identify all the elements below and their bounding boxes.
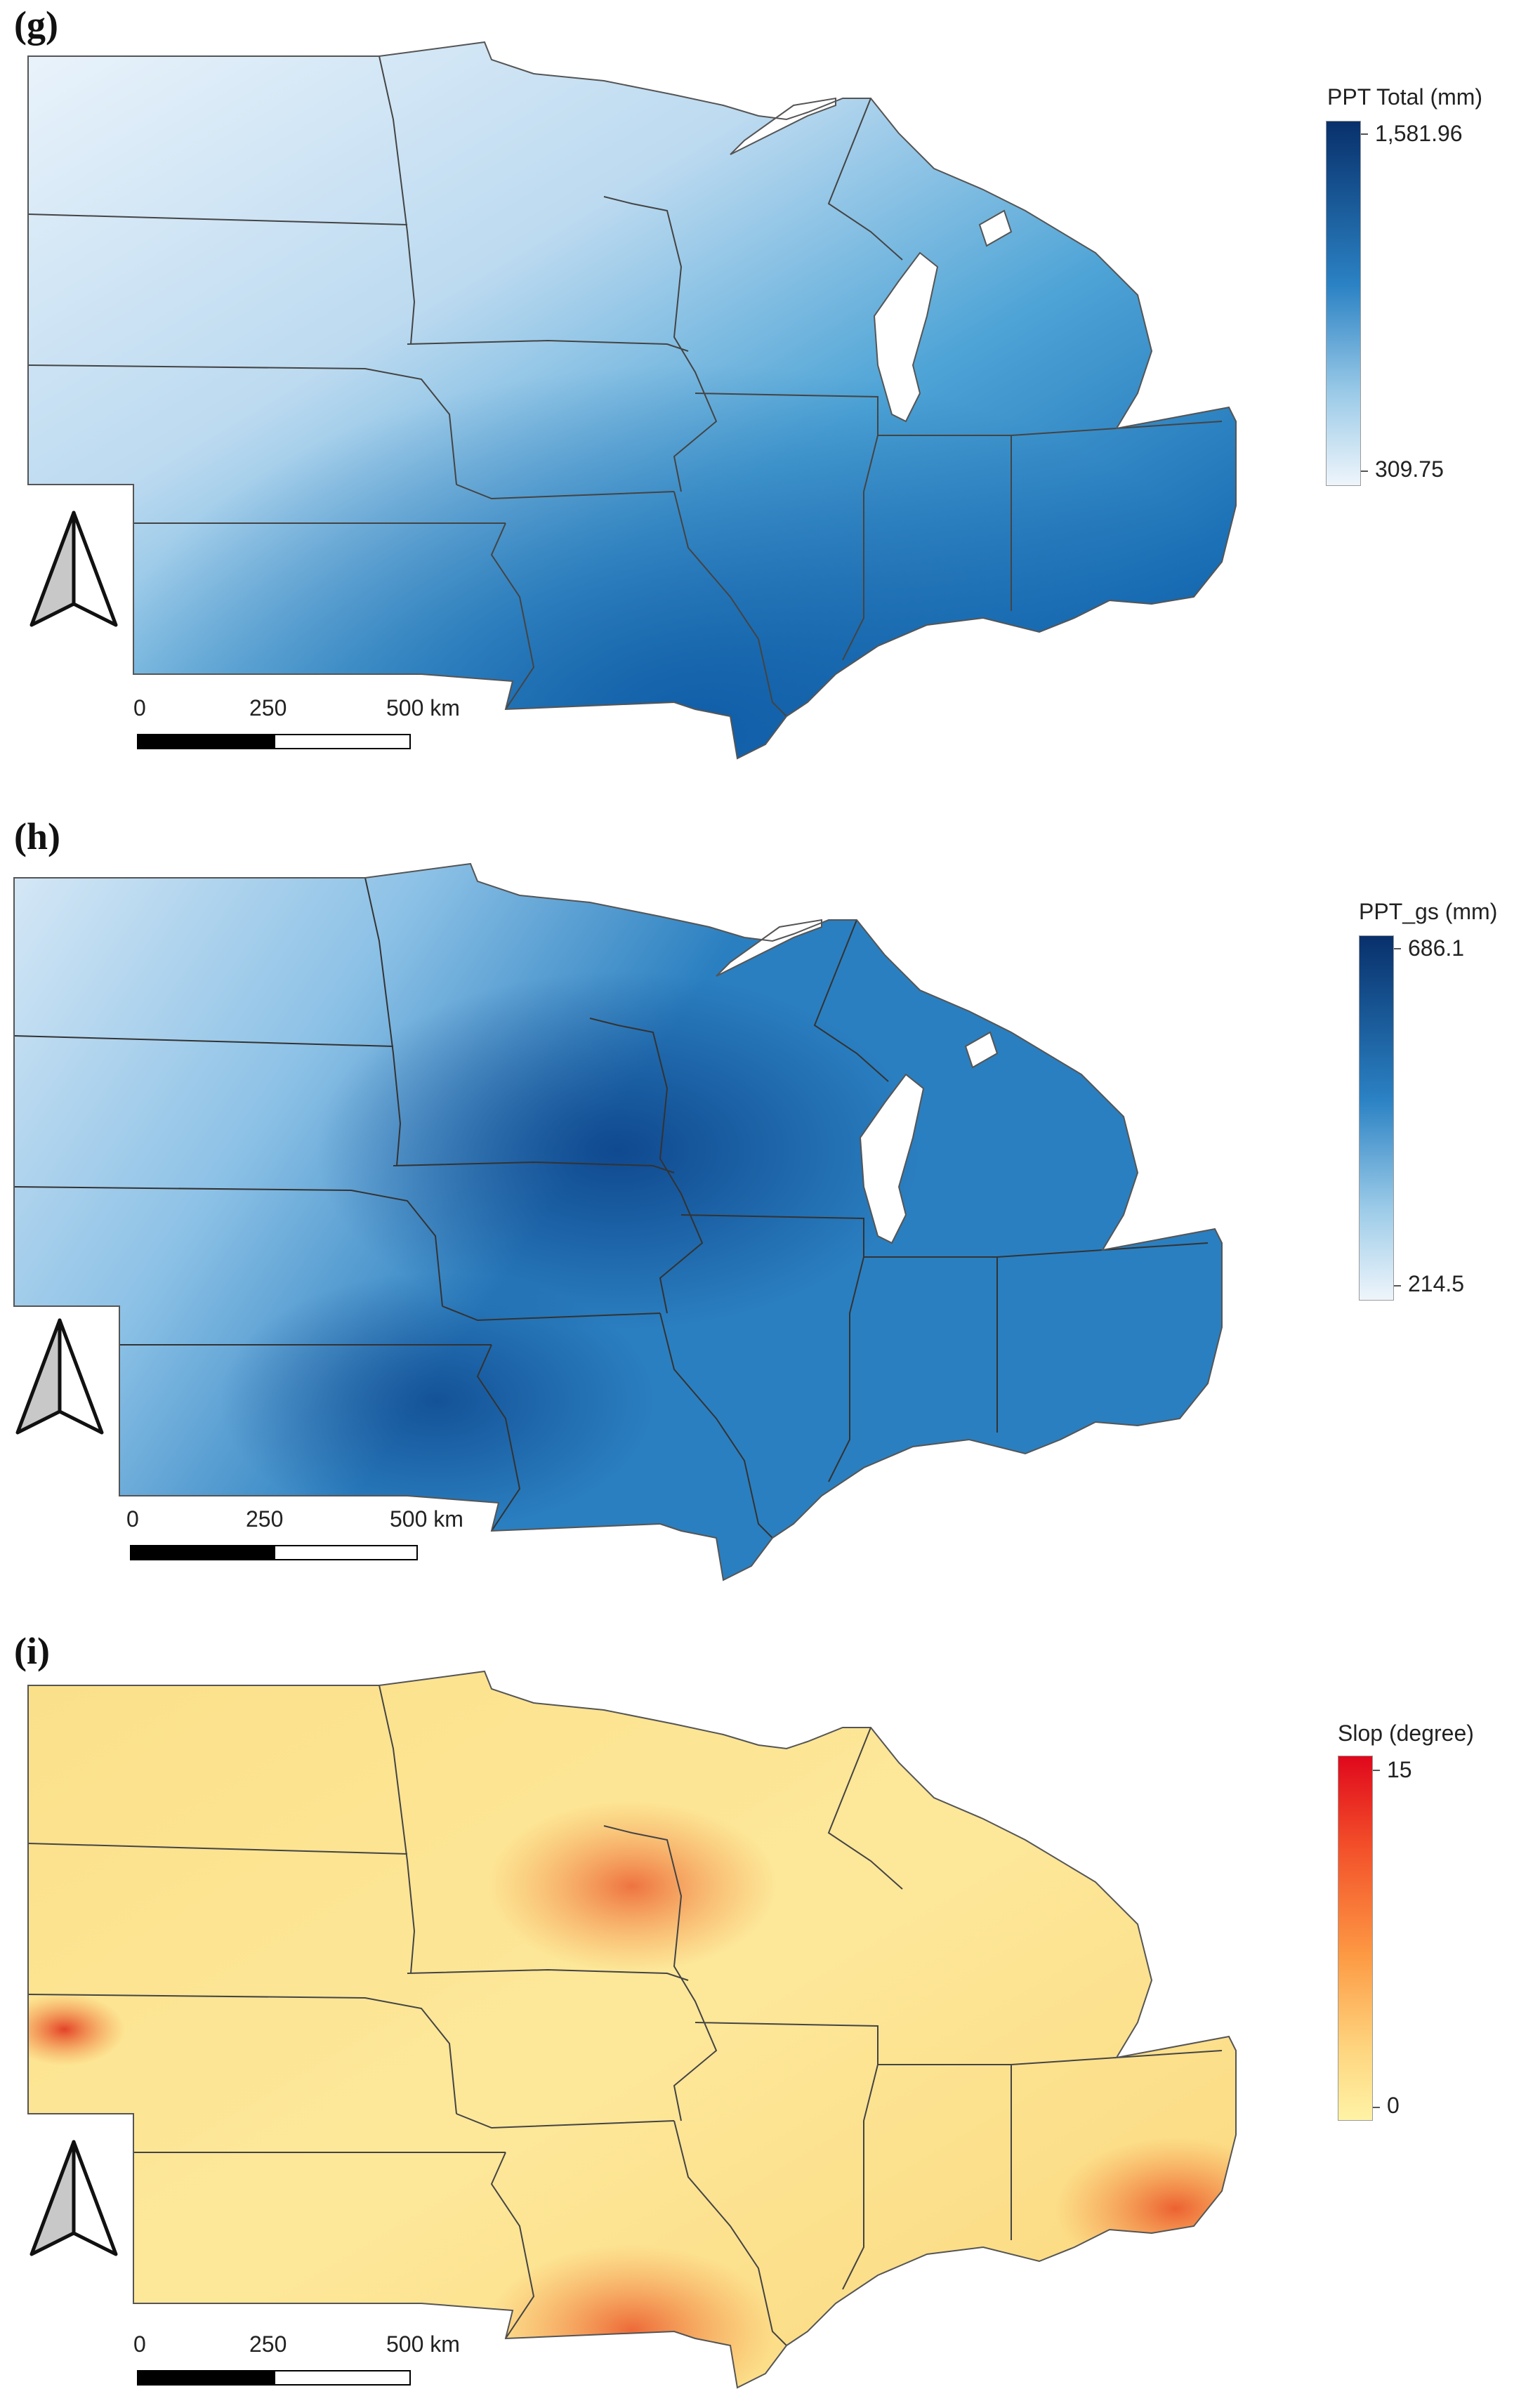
legend-min: 0 [1387,2093,1400,2118]
scale-label-500: 500 km [386,695,460,721]
scale-label-0: 0 [133,2331,146,2357]
scale-label-250: 250 [249,695,287,721]
legend-min: 214.5 [1408,1271,1465,1296]
scale-label-500: 500 km [386,2331,460,2357]
legend-title: PPT Total (mm) [1327,84,1483,110]
panel-label-i: (i) [14,1630,50,1672]
scale-label-250: 250 [249,2331,287,2357]
scale-label-500: 500 km [390,1506,463,1532]
scale-label-250: 250 [246,1506,284,1532]
legend-title: PPT_gs (mm) [1359,899,1498,924]
legend-max: 1,581.96 [1375,121,1463,146]
north-arrow-icon [14,1313,105,1440]
legend-max: 686.1 [1408,935,1465,961]
legend-colorbar [1359,935,1394,1301]
panel-label-h: (h) [14,815,60,857]
panel-label-g: (g) [14,4,58,46]
map-panel-i: (i) [0,1629,1540,2408]
precip-growing-season-map [13,863,1223,1581]
map-panel-g: (g) 0 250 500 km [0,0,1540,801]
legend-min: 309.75 [1375,456,1444,482]
scale-label-0: 0 [133,695,146,721]
legend-colorbar [1326,121,1361,486]
legend-colorbar [1338,1756,1373,2121]
legend-title: Slop (degree) [1338,1721,1474,1746]
map-panel-h: (h) [0,815,1540,1615]
north-arrow-icon [28,2135,119,2261]
legend-max: 15 [1387,1757,1412,1782]
slope-map [27,1671,1237,2388]
scale-label-0: 0 [126,1506,139,1532]
precip-total-map [27,41,1237,759]
north-arrow-icon [28,506,119,632]
